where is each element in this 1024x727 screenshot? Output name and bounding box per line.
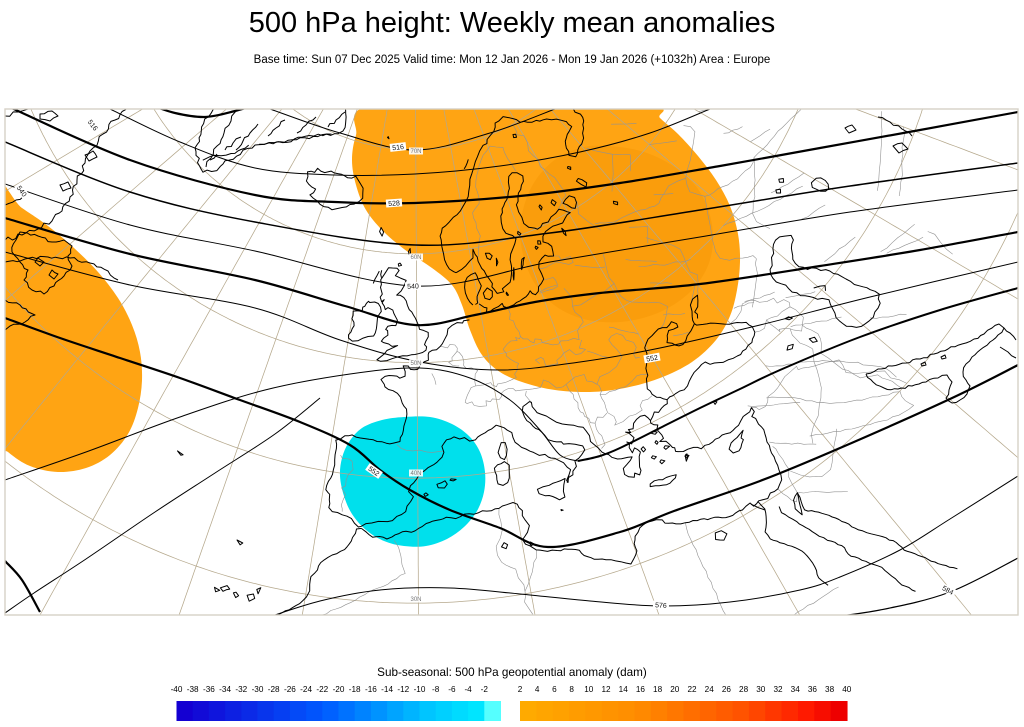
svg-text:-24: -24: [300, 685, 312, 694]
svg-text:28: 28: [739, 685, 749, 694]
svg-text:576: 576: [655, 602, 667, 610]
svg-text:16: 16: [636, 685, 646, 694]
svg-text:584: 584: [941, 585, 955, 597]
svg-text:-26: -26: [284, 685, 296, 694]
svg-text:12: 12: [601, 685, 611, 694]
svg-text:38: 38: [825, 685, 835, 694]
svg-text:-4: -4: [464, 685, 472, 694]
svg-text:22: 22: [687, 685, 697, 694]
svg-text:6: 6: [552, 685, 557, 694]
svg-text:-40: -40: [171, 685, 183, 694]
svg-text:32: 32: [773, 685, 783, 694]
svg-text:-12: -12: [397, 685, 409, 694]
svg-text:30N: 30N: [410, 597, 421, 603]
svg-text:14: 14: [619, 685, 629, 694]
svg-text:26: 26: [722, 685, 732, 694]
svg-text:-20: -20: [333, 685, 345, 694]
svg-text:4: 4: [535, 685, 540, 694]
svg-text:2: 2: [518, 685, 523, 694]
svg-text:-2: -2: [481, 685, 489, 694]
svg-text:-16: -16: [365, 685, 377, 694]
svg-text:-14: -14: [381, 685, 393, 694]
svg-text:-30: -30: [252, 685, 264, 694]
svg-text:-28: -28: [268, 685, 280, 694]
svg-text:540: 540: [407, 283, 419, 290]
svg-text:34: 34: [791, 685, 801, 694]
svg-text:552: 552: [646, 355, 659, 364]
svg-text:-8: -8: [432, 685, 440, 694]
svg-text:-38: -38: [187, 685, 199, 694]
svg-text:20: 20: [670, 685, 680, 694]
svg-text:-34: -34: [219, 685, 231, 694]
svg-text:-22: -22: [316, 685, 328, 694]
svg-text:36: 36: [808, 685, 818, 694]
svg-text:-10: -10: [414, 685, 426, 694]
svg-text:-32: -32: [235, 685, 247, 694]
svg-text:30: 30: [756, 685, 766, 694]
svg-text:60N: 60N: [410, 255, 421, 261]
svg-text:40: 40: [842, 685, 852, 694]
svg-text:18: 18: [653, 685, 663, 694]
svg-text:-6: -6: [448, 685, 456, 694]
svg-text:24: 24: [705, 685, 715, 694]
svg-text:528: 528: [388, 200, 400, 208]
svg-text:516: 516: [392, 144, 404, 152]
svg-text:-36: -36: [203, 685, 215, 694]
svg-text:8: 8: [569, 685, 574, 694]
svg-text:50N: 50N: [410, 361, 421, 367]
svg-text:10: 10: [584, 685, 594, 694]
svg-text:-18: -18: [349, 685, 361, 694]
svg-text:40N: 40N: [410, 471, 421, 477]
svg-text:70N: 70N: [410, 149, 421, 155]
